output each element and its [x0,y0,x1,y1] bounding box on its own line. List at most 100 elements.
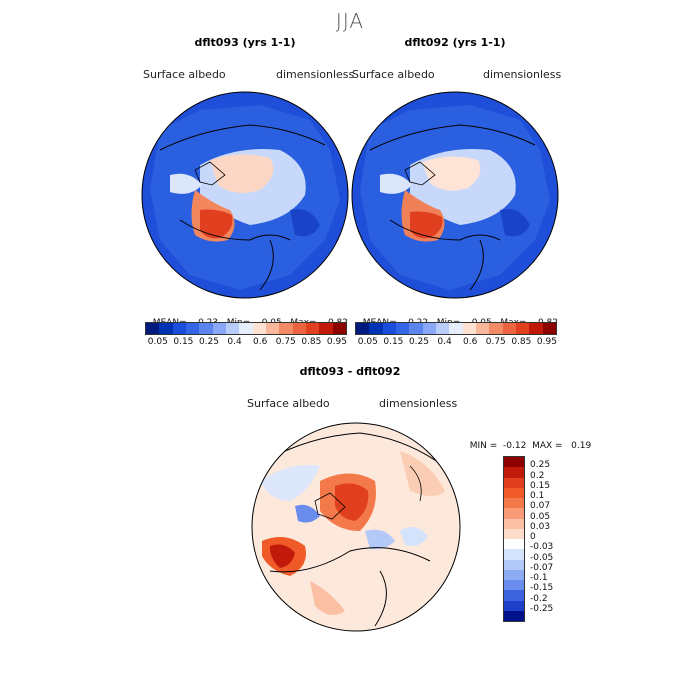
colorbar-swatch [356,323,370,334]
diff-colorbar-tick-label: 0.15 [530,480,551,491]
colorbar-ticks-left: 0.05 0.15 0.25 0.4 0.6 0.75 0.85 0.95 [145,337,350,347]
diff-colorbar-swatch [504,457,524,468]
units-label-right: dimensionless [483,68,562,81]
colorbar-tick-label: 0.95 [326,337,347,347]
colorbar-tick-label: 0.6 [463,337,478,347]
colorbar-swatch [319,323,333,334]
colorbar-swatch [185,323,200,334]
diff-colorbar-swatch [504,508,524,519]
diff-colorbar-tick-label: 0.1 [530,491,545,501]
colorbar-tick-label: 0.25 [408,337,429,347]
diff-colorbar-tick-label: 0.2 [530,470,545,481]
colorbar-swatch [449,323,463,334]
colorbar-tick-label: 0.85 [301,337,322,347]
colorbar-swatch [462,323,476,334]
variable-label-right: Surface albedo [352,68,435,81]
diff-colorbar-swatch [504,498,524,509]
diff-colorbar-swatch [504,559,524,570]
colorbar-swatch [529,323,543,334]
colorbar-swatch [305,323,320,334]
page-title: JJA [335,9,365,33]
colorbar-swatch [212,323,226,334]
diff-colorbar-swatch [504,549,524,560]
colorbar-tick-label: 0.25 [198,337,219,347]
colorbar-swatch [199,323,213,334]
colorbar-swatch [292,323,306,334]
colorbar-swatch [542,323,556,334]
diff-max-label: MAX = [532,441,563,451]
colorbar-swatch [225,323,240,334]
polar-map-diff [251,422,461,632]
variable-label-left: Surface albedo [143,68,226,81]
diff-colorbar-swatch [504,539,524,550]
colorbar-tick-label: 0.75 [485,337,506,347]
colorbar-left [145,322,347,335]
diff-colorbar-swatch [504,477,524,488]
polar-map-right [351,91,559,299]
diff-colorbar-swatch [504,528,524,539]
diff-colorbar-tick-label: 0.25 [530,460,551,471]
diff-colorbar-swatch [504,467,524,478]
colorbar-tick-label: 0.05 [357,337,378,347]
diff-colorbar-swatch [504,600,524,611]
colorbar-tick-label: 0.95 [536,337,557,347]
colorbar-swatch [332,323,346,334]
diff-colorbar-tick-label: 0.07 [530,501,551,512]
diff-colorbar-tick-label: 0 [530,532,536,542]
colorbar-tick-label: 0.05 [147,337,168,347]
diff-colorbar-swatch [504,569,524,580]
colorbar-swatch [489,323,503,334]
diff-colorbar-tick-label: 0.05 [530,511,551,522]
colorbar-swatch [265,323,280,334]
colorbar-swatch [172,323,186,334]
colorbar-tick-label: 0.4 [227,337,242,347]
diff-colorbar-swatch [504,590,524,601]
colorbar-ticks-right: 0.05 0.15 0.25 0.4 0.6 0.75 0.85 0.95 [355,337,560,347]
colorbar-swatch [409,323,423,334]
diff-colorbar-ticks: 0.25 0.2 0.15 0.1 0.07 0.05 0.03 0 -0.03 -0.05 -0.… [530,456,590,620]
colorbar-swatch [146,323,160,334]
polar-map-left [141,91,349,299]
panel-title-right: dflt092 (yrs 1-1) [404,36,506,49]
colorbar-swatch [382,323,396,334]
colorbar-swatch [252,323,266,334]
diff-colorbar-tick-label: -0.15 [530,583,554,594]
diff-colorbar-tick-label: -0.05 [530,552,554,563]
colorbar-swatch [395,323,410,334]
colorbar-swatch [515,323,530,334]
colorbar-swatch [435,323,450,334]
colorbar-right [355,322,557,335]
diff-colorbar-swatch [504,518,524,529]
diff-colorbar-tick-label: -0.03 [530,542,554,553]
colorbar-swatch [369,323,383,334]
diff-colorbar-swatch [504,580,524,591]
diff-panel-title: dflt093 - dflt092 [299,365,401,378]
diff-max-value: 0.19 [571,441,592,451]
diff-colorbar-tick-label: -0.25 [530,603,554,614]
diff-colorbar-swatch [504,610,524,621]
diff-variable-label: Surface albedo [247,397,330,410]
colorbar-tick-label: 0.15 [173,337,194,347]
units-label-left: dimensionless [276,68,355,81]
diff-min-label: MIN = [469,441,498,451]
colorbar-swatch [475,323,490,334]
colorbar-swatch [422,323,436,334]
colorbar-swatch [239,323,253,334]
diff-colorbar-tick-label: 0.03 [530,521,551,532]
colorbar-swatch [279,323,293,334]
diff-colorbar-tick-label: -0.1 [530,573,548,583]
diff-units-label: dimensionless [379,397,458,410]
panel-title-left: dflt093 (yrs 1-1) [194,36,296,49]
colorbar-swatch [159,323,173,334]
colorbar-tick-label: 0.85 [511,337,532,347]
colorbar-tick-label: 0.15 [383,337,404,347]
colorbar-tick-label: 0.4 [437,337,452,347]
colorbar-tick-label: 0.6 [253,337,268,347]
colorbar-swatch [502,323,516,334]
diff-colorbar-swatch [504,487,524,498]
diff-colorbar [503,456,525,622]
diff-colorbar-tick-label: -0.07 [530,562,554,573]
diff-min-value: -0.12 [503,441,527,451]
diff-stats: MIN = -0.12 MAX = 0.19 [464,431,591,451]
colorbar-tick-label: 0.75 [275,337,296,347]
